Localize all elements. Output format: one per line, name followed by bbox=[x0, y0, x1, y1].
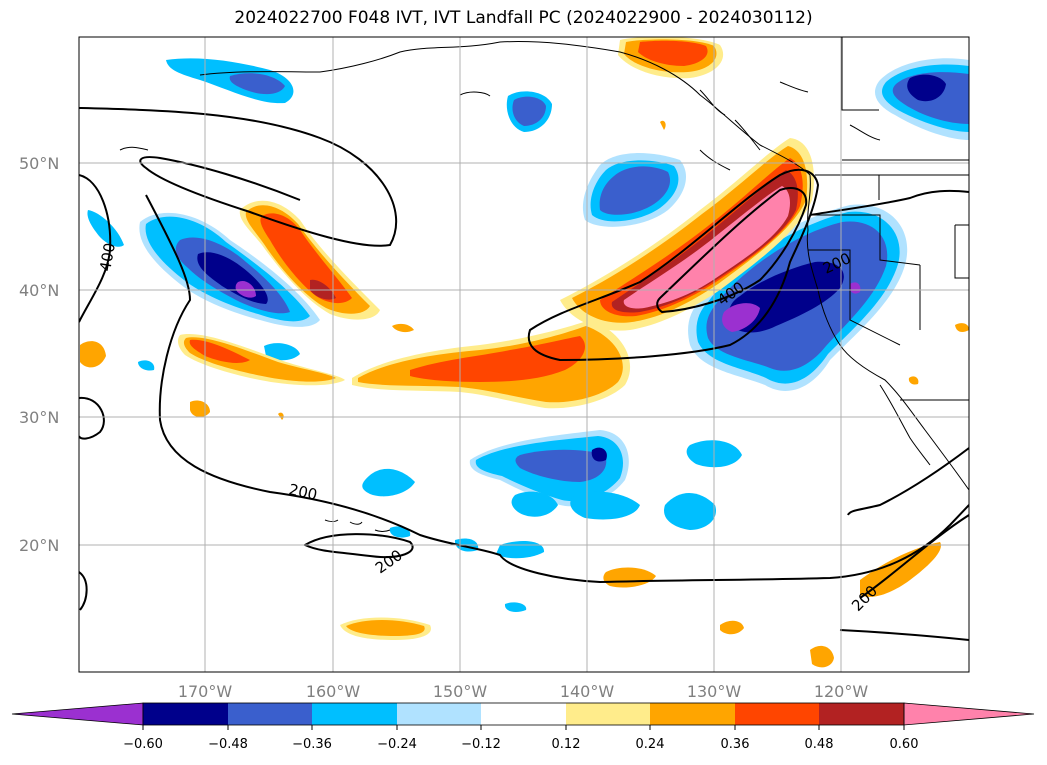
negative-anomaly-regions bbox=[87, 58, 969, 612]
political-borders bbox=[808, 37, 969, 401]
colorbar-bin-9 bbox=[819, 703, 904, 725]
colorbar-bin-5 bbox=[481, 703, 566, 725]
colorbar-tick-4: −0.24 bbox=[377, 737, 417, 752]
colorbar-bin-7 bbox=[650, 703, 735, 725]
lon-label-170w: 170°W bbox=[178, 682, 233, 701]
coastlines bbox=[119, 41, 969, 532]
colorbar-tick-7: 0.24 bbox=[636, 737, 665, 752]
colorbar-tick-10: 0.60 bbox=[890, 737, 919, 752]
latitude-labels: 50°N 40°N 30°N 20°N bbox=[19, 154, 59, 555]
lat-label-50n: 50°N bbox=[19, 154, 59, 173]
lon-label-140w: 140°W bbox=[560, 682, 615, 701]
longitude-labels: 170°W 160°W 150°W 140°W 130°W 120°W bbox=[178, 682, 869, 701]
lon-label-130w: 130°W bbox=[687, 682, 742, 701]
colorbar-tick-9: 0.48 bbox=[805, 737, 834, 752]
colorbar-bin-2 bbox=[228, 703, 312, 725]
colorbar-bin-8 bbox=[735, 703, 819, 725]
colorbar-tick-5: −0.12 bbox=[461, 737, 501, 752]
map-frame bbox=[78, 36, 970, 673]
lon-label-150w: 150°W bbox=[433, 682, 488, 701]
lat-label-20n: 20°N bbox=[19, 536, 59, 555]
lon-label-160w: 160°W bbox=[306, 682, 361, 701]
lon-label-120w: 120°W bbox=[814, 682, 869, 701]
colorbar-extend-low bbox=[11, 702, 144, 726]
colorbar-bin-4 bbox=[397, 703, 481, 725]
colorbar-bin-3 bbox=[312, 703, 397, 725]
colorbar-tick-3: −0.36 bbox=[292, 737, 332, 752]
contour-label-200-mid: 200 bbox=[287, 480, 319, 504]
lat-label-40n: 40°N bbox=[19, 281, 59, 300]
map-title: 2024022700 F048 IVT, IVT Landfall PC (20… bbox=[234, 8, 813, 28]
gridlines bbox=[79, 37, 969, 672]
lat-label-30n: 30°N bbox=[19, 408, 59, 427]
colorbar-tick-6: 0.12 bbox=[552, 737, 581, 752]
map-area: 400 400 200 200 200 200 bbox=[79, 37, 969, 672]
colorbar: −0.60 −0.48 −0.36 −0.24 −0.12 0.12 0.24 … bbox=[11, 702, 1035, 752]
colorbar-tick-8: 0.36 bbox=[721, 737, 750, 752]
colorbar-extend-high bbox=[903, 702, 1035, 726]
colorbar-tick-2: −0.48 bbox=[208, 737, 248, 752]
colorbar-bin-6 bbox=[566, 703, 650, 725]
contour-label-400-west: 400 bbox=[96, 241, 119, 272]
colorbar-tick-1: −0.60 bbox=[123, 737, 163, 752]
colorbar-bin-1 bbox=[143, 703, 228, 725]
